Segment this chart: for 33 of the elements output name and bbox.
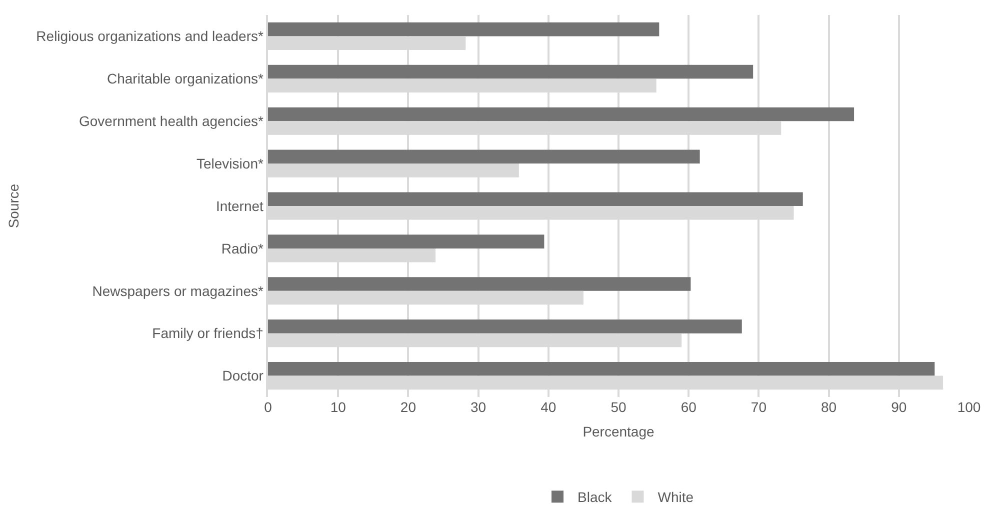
x-tick-label: 60 [680, 399, 697, 415]
x-tick-label: 20 [400, 399, 416, 415]
bar [268, 107, 854, 122]
y-tick-label: Doctor [222, 368, 264, 384]
bar [268, 150, 700, 164]
y-tick-label: Internet [216, 198, 264, 214]
bar [268, 277, 691, 291]
y-tick-label: Family or friends† [152, 325, 264, 342]
x-tick-label: 90 [891, 399, 907, 415]
x-tick-label: 0 [264, 399, 272, 415]
y-tick-label: Radio* [221, 240, 264, 256]
y-axis-title: Source [5, 184, 22, 228]
y-tick-label: Government health agencies* [78, 113, 264, 130]
bar [268, 234, 544, 248]
y-tick-label: Charitable organizations* [107, 70, 264, 87]
bar [268, 192, 803, 206]
x-axis-title: Percentage [582, 423, 655, 440]
bar [268, 362, 935, 376]
bar [268, 22, 660, 36]
legend-label: White [658, 489, 694, 506]
x-tick-label: 80 [821, 399, 837, 415]
bar [268, 64, 754, 79]
y-tick-label: Religious organizations and leaders* [36, 28, 264, 44]
y-tick-label: Television* [196, 155, 264, 172]
x-tick-label: 50 [610, 399, 626, 415]
y-tick-label: Newspapers or magazines* [92, 282, 264, 299]
x-tick-label: 30 [470, 399, 486, 415]
x-tick-label: 10 [330, 399, 346, 415]
x-tick-label: 100 [957, 399, 981, 415]
x-tick-label: 70 [750, 399, 767, 415]
x-tick-label: 40 [540, 399, 556, 415]
legend-label: Black [578, 489, 613, 506]
bar [268, 320, 742, 334]
